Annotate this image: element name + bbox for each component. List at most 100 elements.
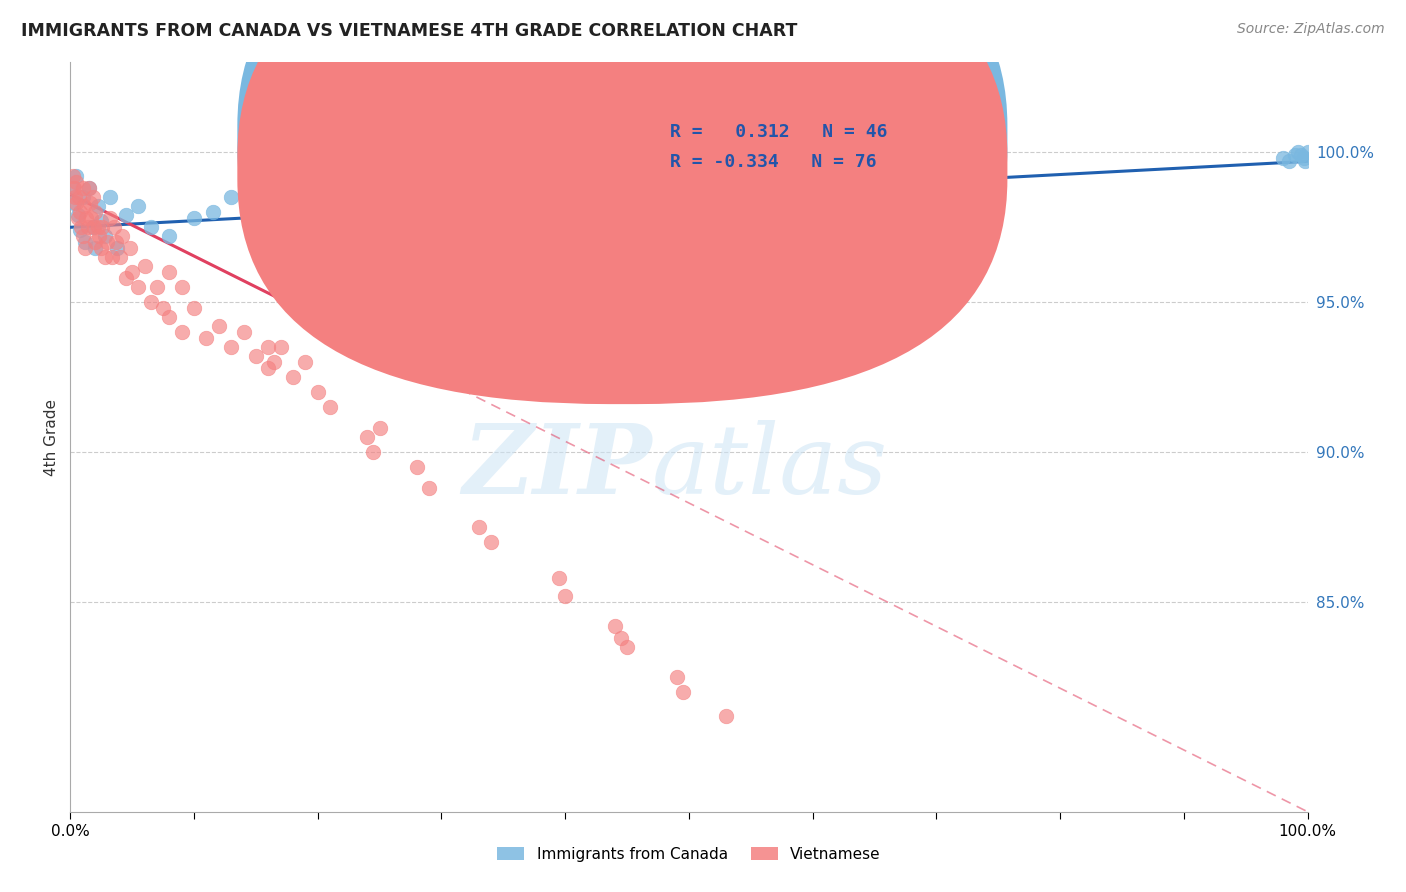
Point (72, 190, 94, 204)
Point (65, 196, 87, 211)
Y-axis label: 4th Grade: 4th Grade (44, 399, 59, 475)
Point (157, 310, 180, 325)
Point (183, 211, 205, 226)
Point (82, 220, 104, 235)
Point (510, 190, 533, 204)
Point (65, 169, 87, 184)
Point (579, 205, 602, 219)
Point (66, 208, 89, 222)
Point (80, 211, 103, 226)
Point (86, 199, 108, 213)
Point (157, 265, 180, 279)
Point (232, 325, 254, 339)
Point (368, 421, 391, 435)
Point (1294, 154, 1316, 169)
Point (139, 220, 162, 235)
Legend: Immigrants from Canada, Vietnamese: Immigrants from Canada, Vietnamese (491, 840, 887, 868)
Point (714, 190, 737, 204)
FancyBboxPatch shape (578, 96, 949, 201)
Point (208, 319, 231, 334)
FancyBboxPatch shape (238, 0, 1008, 404)
Point (281, 370, 304, 384)
Point (219, 190, 242, 204)
Point (72, 229, 94, 244)
Point (1296, 145, 1319, 160)
Point (72, 181, 94, 195)
Point (84, 241, 107, 255)
Point (1278, 154, 1301, 169)
Point (219, 340, 242, 354)
Point (94, 250, 117, 264)
Point (505, 199, 527, 213)
Point (77, 181, 100, 195)
Point (363, 445, 385, 459)
Point (517, 196, 540, 211)
Point (245, 349, 267, 363)
Point (1291, 148, 1313, 162)
Point (1271, 152, 1294, 166)
Point (62, 181, 84, 195)
Point (270, 340, 292, 354)
Point (603, 211, 626, 226)
Point (127, 280, 149, 294)
Point (86, 220, 108, 235)
Point (127, 199, 149, 213)
Text: Source: ZipAtlas.com: Source: ZipAtlas.com (1237, 22, 1385, 37)
Point (75, 241, 97, 255)
Point (467, 520, 489, 534)
Point (115, 208, 138, 222)
Point (319, 400, 342, 414)
Point (134, 259, 156, 273)
Point (146, 280, 169, 294)
Point (183, 301, 205, 316)
Text: R = -0.334   N = 76: R = -0.334 N = 76 (671, 153, 877, 171)
FancyBboxPatch shape (238, 0, 1008, 374)
Point (79, 196, 101, 211)
Point (63, 181, 86, 195)
Point (90, 241, 112, 255)
Point (115, 271, 138, 285)
Point (103, 220, 125, 235)
Point (714, 708, 737, 723)
Point (65, 190, 87, 204)
Point (554, 589, 576, 603)
Point (75, 235, 97, 250)
Point (672, 685, 695, 699)
Point (62, 169, 84, 184)
Point (363, 190, 385, 204)
Point (492, 211, 515, 226)
Point (82, 190, 104, 204)
Point (96, 235, 118, 250)
Point (152, 301, 174, 316)
Point (118, 241, 141, 255)
Point (703, 199, 725, 213)
Point (63, 196, 86, 211)
Point (69, 223, 91, 237)
Point (405, 460, 427, 475)
Point (257, 361, 280, 376)
Point (170, 325, 193, 339)
Point (418, 481, 440, 495)
Point (101, 250, 124, 264)
Point (94, 229, 117, 244)
Point (84, 235, 107, 250)
Point (73, 199, 96, 213)
Point (83, 220, 105, 235)
Point (529, 202, 551, 217)
Point (263, 355, 285, 369)
Text: IMMIGRANTS FROM CANADA VS VIETNAMESE 4TH GRADE CORRELATION CHART: IMMIGRANTS FROM CANADA VS VIETNAMESE 4TH… (21, 22, 797, 40)
Point (603, 619, 626, 633)
Point (70, 220, 93, 235)
Point (1286, 145, 1309, 160)
Point (250, 181, 273, 195)
Point (356, 430, 378, 444)
Point (105, 241, 128, 255)
Point (91, 220, 114, 235)
Point (66, 211, 89, 226)
Point (281, 227, 304, 241)
Point (548, 571, 571, 585)
Point (1284, 148, 1306, 162)
Point (90, 214, 112, 228)
Point (87, 229, 110, 244)
Point (75, 211, 97, 226)
